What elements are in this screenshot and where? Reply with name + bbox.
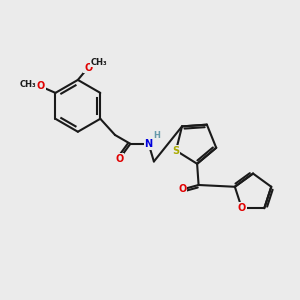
Text: N: N [145,139,153,149]
Text: H: H [153,131,160,140]
Text: CH₃: CH₃ [20,80,37,89]
Text: O: O [37,81,45,92]
Text: S: S [172,146,179,156]
Text: O: O [178,184,187,194]
Text: O: O [84,63,92,73]
Text: O: O [238,203,246,213]
Text: O: O [115,154,123,164]
Text: CH₃: CH₃ [91,58,108,67]
